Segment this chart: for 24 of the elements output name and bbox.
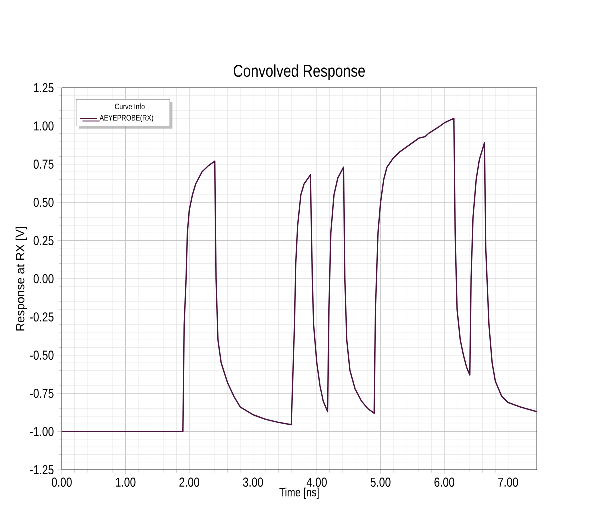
y-tick-label: 0.75 [34,160,54,169]
chart-title: Convolved Response [234,64,366,80]
x-tick-label: 3.00 [243,478,264,488]
y-tick-label: 0.50 [34,198,54,208]
y-tick-label: -1.00 [30,427,54,436]
y-tick-label: -0.50 [30,350,54,360]
x-tick-label: 7.00 [498,478,518,488]
y-tick-label: 0.00 [34,274,54,284]
legend-label: AEYEPROBE(RX) [100,114,154,122]
y-tick-label: 1.25 [34,83,54,93]
y-tick-label: -1.25 [30,465,54,475]
y-tick-label: -0.75 [30,388,54,398]
x-tick-label: 6.00 [434,478,455,488]
x-tick-label: 5.00 [370,478,391,488]
x-tick-label: 2.00 [180,478,200,488]
y-axis-title: Response at RX [V] [16,227,28,331]
x-tick-label: 4.00 [306,478,328,488]
y-tick-label: 0.25 [34,236,54,246]
x-axis-title: Time [ns] [280,488,319,500]
y-tick-label: 1.00 [34,122,54,131]
x-tick-label: 1.00 [116,478,136,488]
x-tick-label: 0.00 [52,478,72,488]
legend-title: Curve Info [115,104,145,110]
y-tick-label: -0.25 [30,312,54,322]
